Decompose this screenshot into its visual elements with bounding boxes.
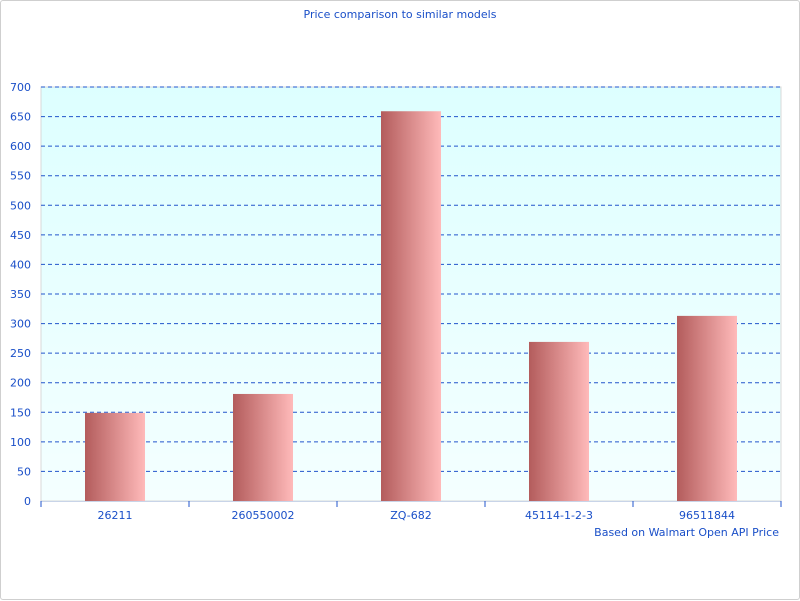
y-tick-label: 100 (10, 436, 31, 449)
y-tick-label: 0 (24, 495, 31, 508)
y-tick-label: 150 (10, 406, 31, 419)
y-tick-label: 200 (10, 377, 31, 390)
y-tick-label: 700 (10, 81, 31, 94)
x-tick-label: 26211 (98, 509, 133, 522)
x-tick-label: 45114-1-2-3 (525, 509, 593, 522)
y-tick-label: 50 (17, 465, 31, 478)
y-tick-label: 350 (10, 288, 31, 301)
y-tick-label: 500 (10, 199, 31, 212)
bar-96511844 (677, 315, 737, 501)
chart-title: Price comparison to similar models (304, 8, 497, 21)
bar-45114-1-2-3 (529, 341, 589, 501)
y-tick-label: 450 (10, 229, 31, 242)
y-tick-label: 550 (10, 170, 31, 183)
y-tick-label: 250 (10, 347, 31, 360)
y-tick-label: 400 (10, 258, 31, 271)
x-tick-label: 96511844 (679, 509, 735, 522)
x-tick-label: 260550002 (232, 509, 295, 522)
y-tick-label: 300 (10, 318, 31, 331)
bar-ZQ-682 (381, 111, 441, 502)
bar-260550002 (233, 393, 293, 501)
x-axis-label: Based on Walmart Open API Price (594, 526, 779, 539)
y-tick-label: 600 (10, 140, 31, 153)
bar-26211 (85, 412, 145, 501)
y-tick-label: 650 (10, 111, 31, 124)
x-tick-label: ZQ-682 (390, 509, 431, 522)
